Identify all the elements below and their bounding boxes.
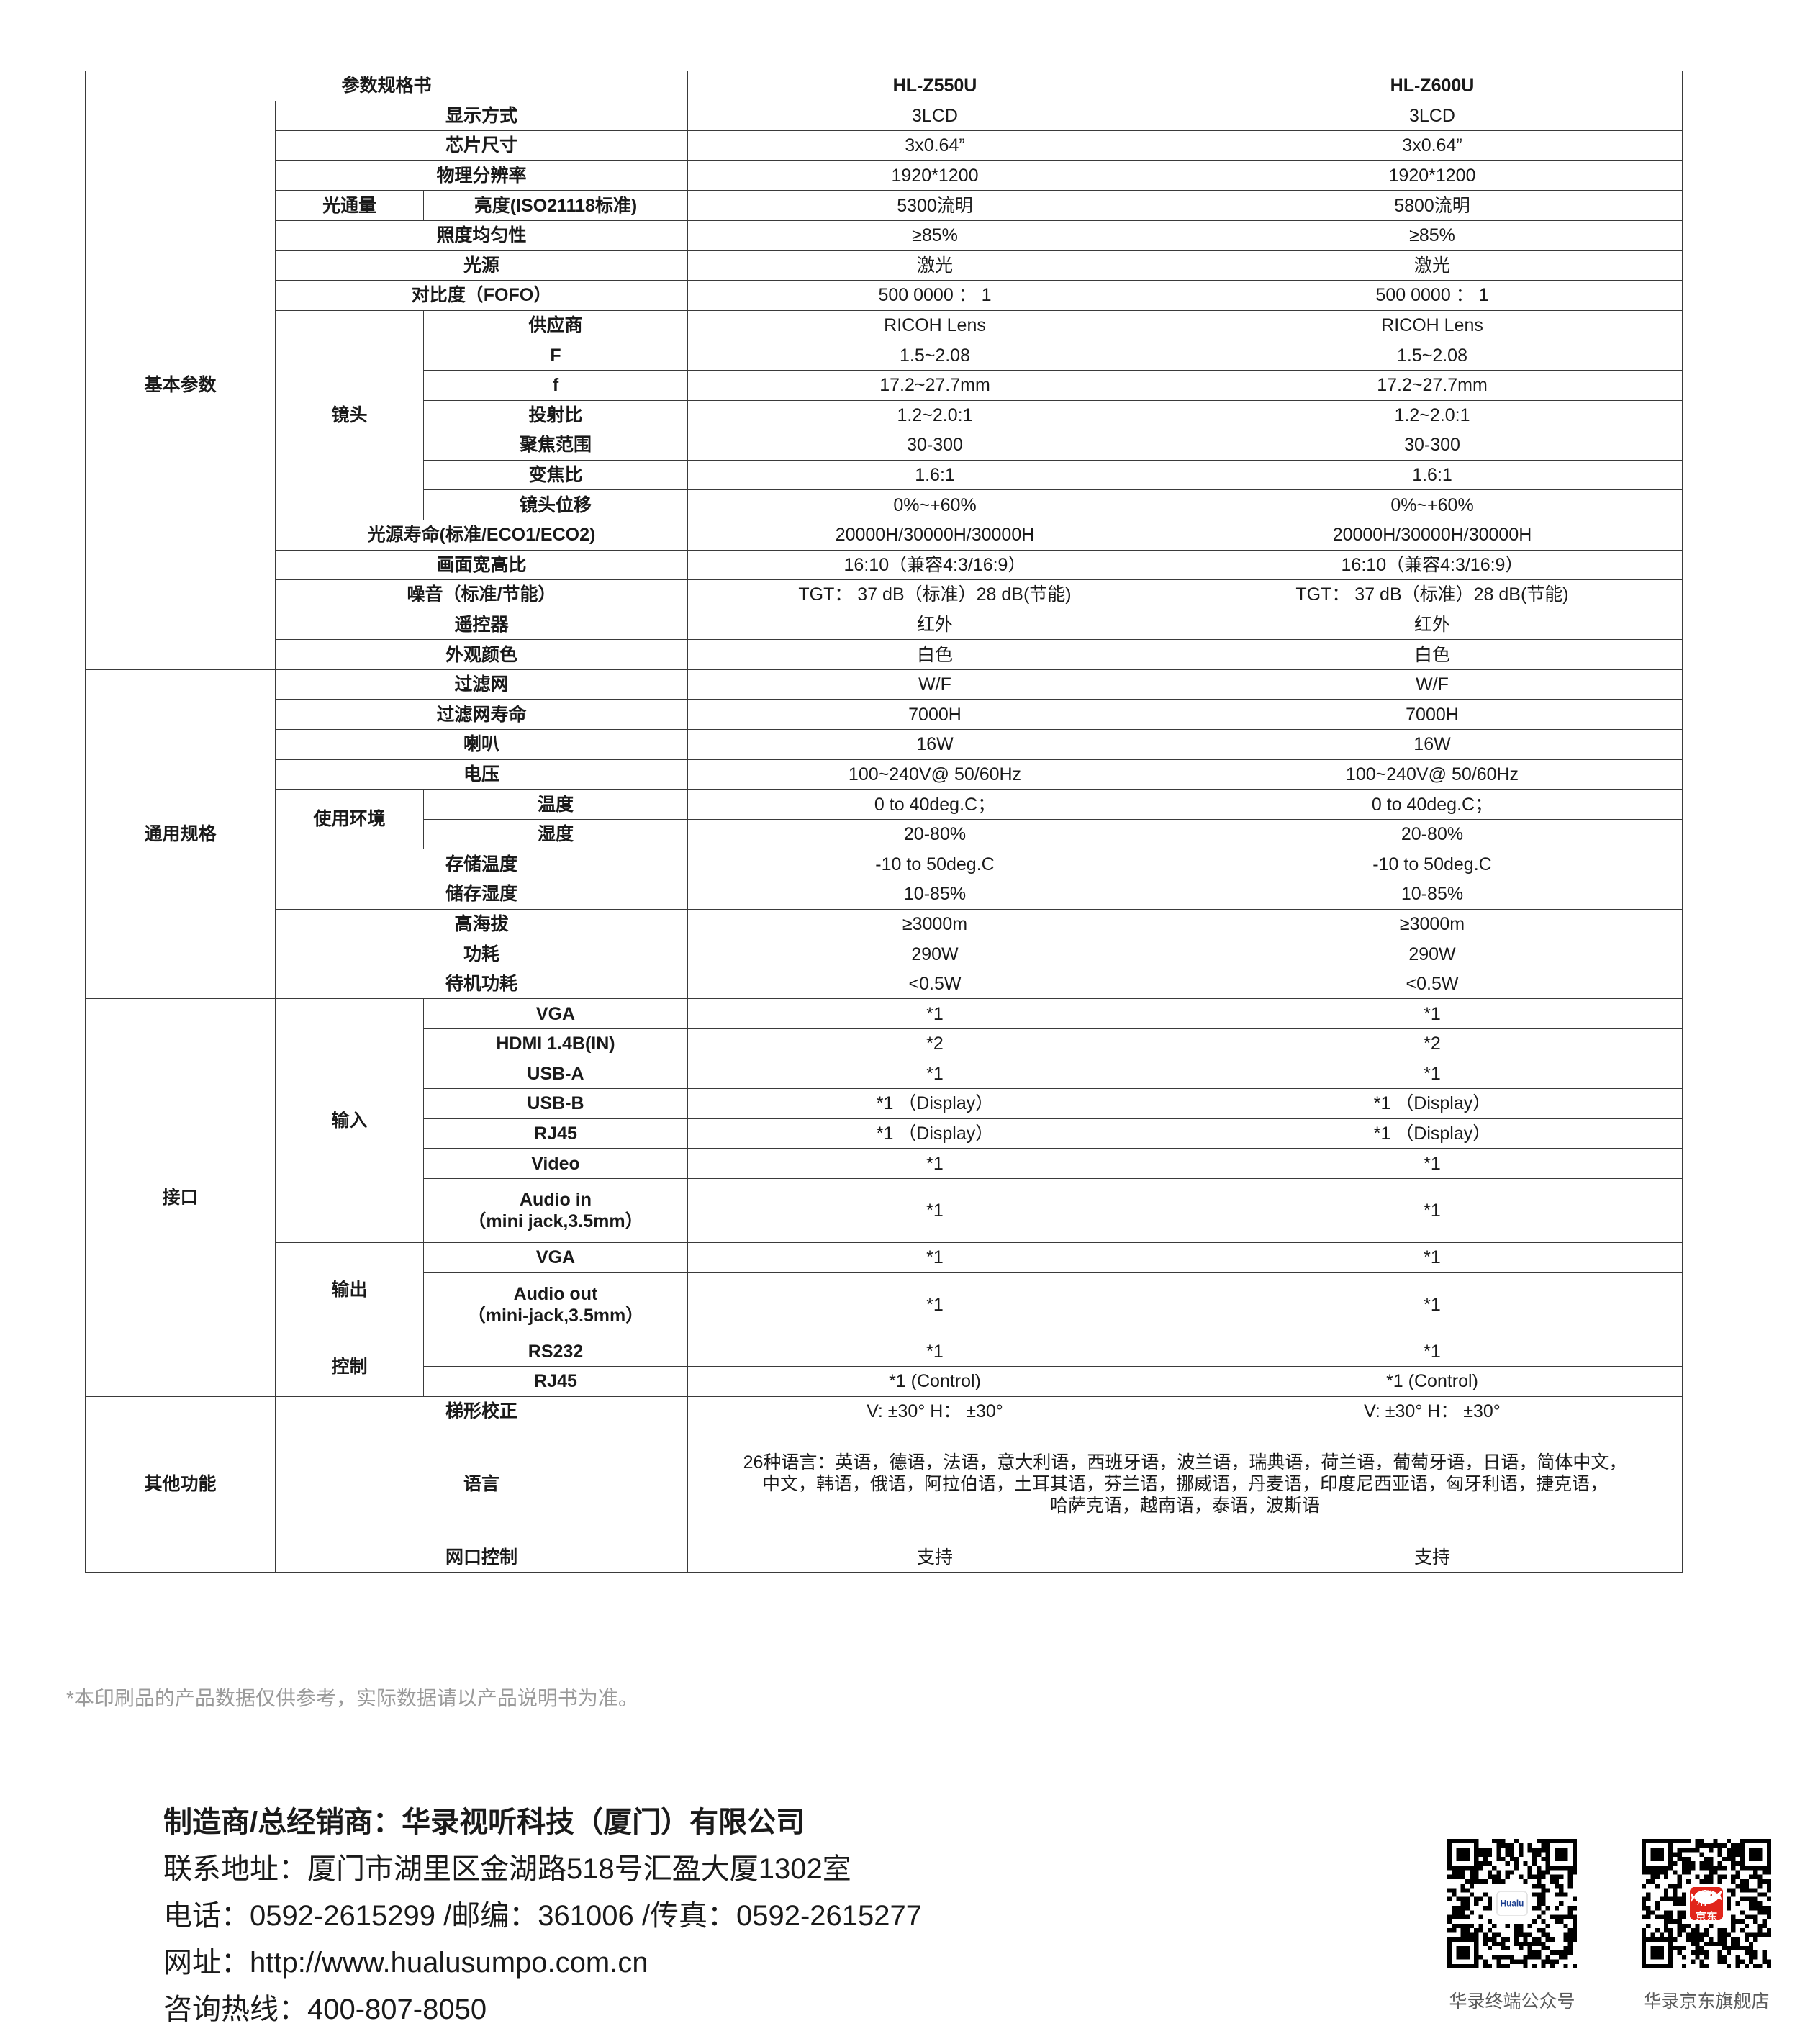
svg-text:京东: 京东 <box>1695 1910 1717 1924</box>
svg-text:Hualu: Hualu <box>1501 1899 1524 1908</box>
